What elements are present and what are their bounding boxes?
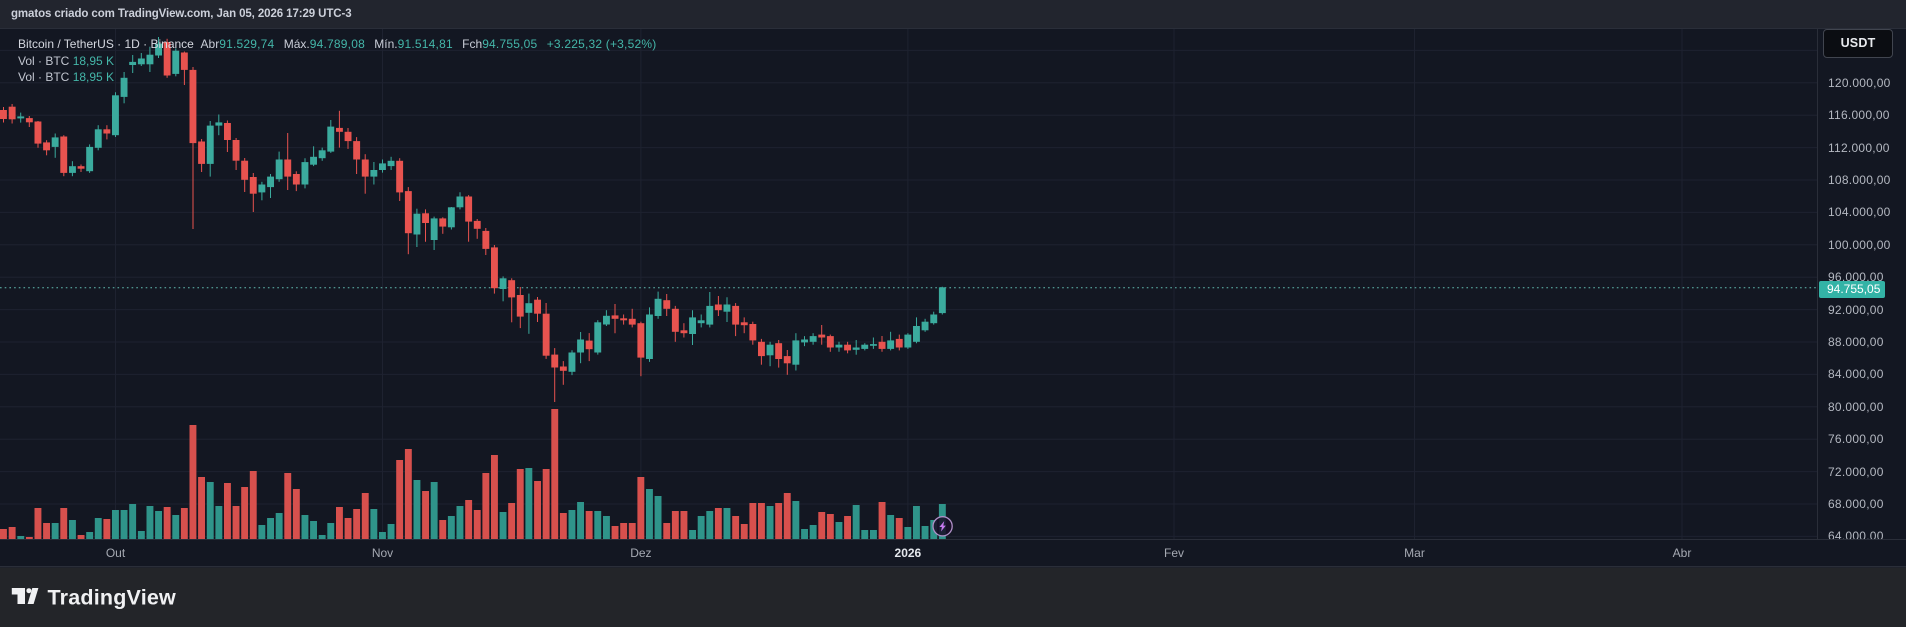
svg-text:TradingView: TradingView [48, 586, 177, 610]
